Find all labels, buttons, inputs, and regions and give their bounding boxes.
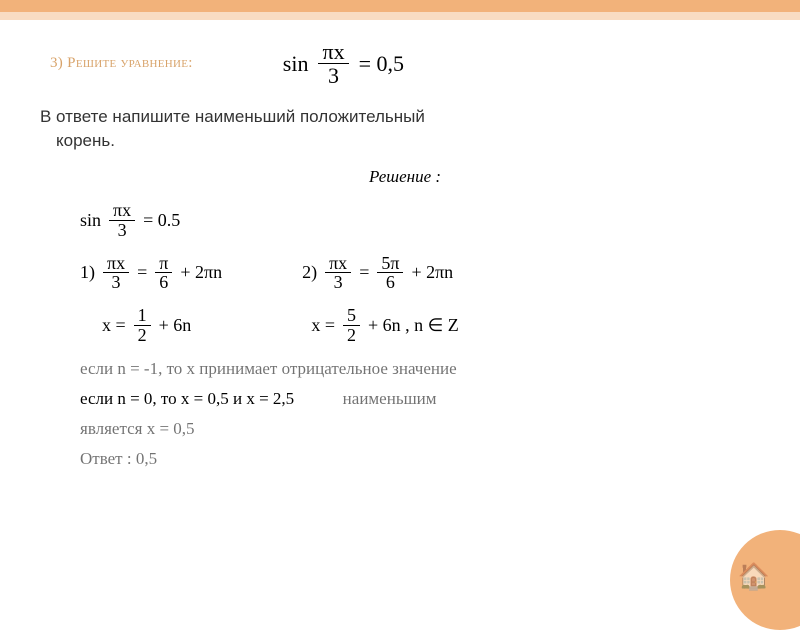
- step3-row: x = 1 2 + 6n x = 5 2 + 6n , n ∈ Z: [80, 306, 760, 345]
- note3: является x = 0,5: [80, 419, 760, 439]
- eq-right: = 0,5: [359, 51, 404, 77]
- step2a-mid: =: [137, 262, 147, 283]
- problem-number: 3): [50, 55, 63, 71]
- slide-content: 3) Решите уравнение: sin πx 3 = 0,5 В от…: [50, 40, 760, 479]
- step2a-f2: π 6: [155, 254, 172, 293]
- step2b-f2: 5π 6: [377, 254, 403, 293]
- step3b-frac: 5 2: [343, 306, 360, 345]
- note2-row: если n = 0, то x = 0,5 и x = 2,5 наимень…: [80, 389, 760, 409]
- eq-frac-num: πx: [318, 40, 348, 64]
- step3b-lead: x =: [311, 315, 335, 336]
- note2b: наименьшим: [343, 389, 437, 408]
- step1-den: 3: [114, 221, 131, 240]
- step2b-tail: + 2πn: [411, 262, 453, 283]
- s2a-f2d: 6: [155, 273, 172, 292]
- eq-fraction: πx 3: [318, 40, 348, 87]
- s2a-f1n: πx: [103, 254, 129, 274]
- s2b-f2d: 6: [382, 273, 399, 292]
- step2b-f1: πx 3: [325, 254, 351, 293]
- step2a-label: 1): [80, 262, 95, 283]
- step1: sin πx 3 = 0.5: [80, 201, 760, 240]
- s3a-d: 2: [134, 326, 151, 345]
- solution-body: sin πx 3 = 0.5 1) πx 3 = π 6 + 2π: [80, 201, 760, 345]
- instruction-line1: В ответе напишите наименьший положительн…: [40, 105, 760, 129]
- step2a-tail: + 2πn: [180, 262, 222, 283]
- instruction-line2: корень.: [56, 129, 760, 153]
- s2a-f2n: π: [155, 254, 172, 274]
- top-border-inner: [0, 12, 800, 20]
- step1-sin: sin: [80, 210, 101, 231]
- title-row: 3) Решите уравнение: sin πx 3 = 0,5: [50, 40, 760, 87]
- s2b-f1n: πx: [325, 254, 351, 274]
- step2b-label: 2): [302, 262, 317, 283]
- s2b-f1d: 3: [330, 273, 347, 292]
- s3a-n: 1: [134, 306, 151, 326]
- problem-subtitle: 3) Решите уравнение:: [50, 55, 193, 72]
- step1-eq: = 0.5: [143, 210, 180, 231]
- solution-title: Решение :: [50, 167, 760, 187]
- s2b-f2n: 5π: [377, 254, 403, 274]
- eq-sin: sin: [283, 51, 309, 77]
- s3b-d: 2: [343, 326, 360, 345]
- step2a-f1: πx 3: [103, 254, 129, 293]
- instruction-text: В ответе напишите наименьший положительн…: [40, 105, 760, 153]
- s3b-n: 5: [343, 306, 360, 326]
- subtitle-text: Решите уравнение:: [67, 55, 193, 71]
- home-icon[interactable]: 🏠: [738, 562, 770, 592]
- note1: если n = -1, то x принимает отрицательно…: [80, 359, 760, 379]
- step3a-lead: x =: [102, 315, 126, 336]
- top-border-outer: [0, 0, 800, 12]
- step3b-tail: + 6n , n ∈ Z: [368, 315, 459, 336]
- step3a-tail: + 6n: [159, 315, 192, 336]
- step1-num: πx: [109, 201, 135, 221]
- s2a-f1d: 3: [108, 273, 125, 292]
- answer: Ответ : 0,5: [80, 449, 760, 469]
- note2a: если n = 0, то x = 0,5 и x = 2,5: [80, 389, 294, 408]
- eq-frac-den: 3: [324, 64, 343, 87]
- step2-row: 1) πx 3 = π 6 + 2πn 2) πx 3 =: [80, 254, 760, 293]
- main-equation: sin πx 3 = 0,5: [283, 40, 404, 87]
- step3a-frac: 1 2: [134, 306, 151, 345]
- step1-frac: πx 3: [109, 201, 135, 240]
- step2b-mid: =: [359, 262, 369, 283]
